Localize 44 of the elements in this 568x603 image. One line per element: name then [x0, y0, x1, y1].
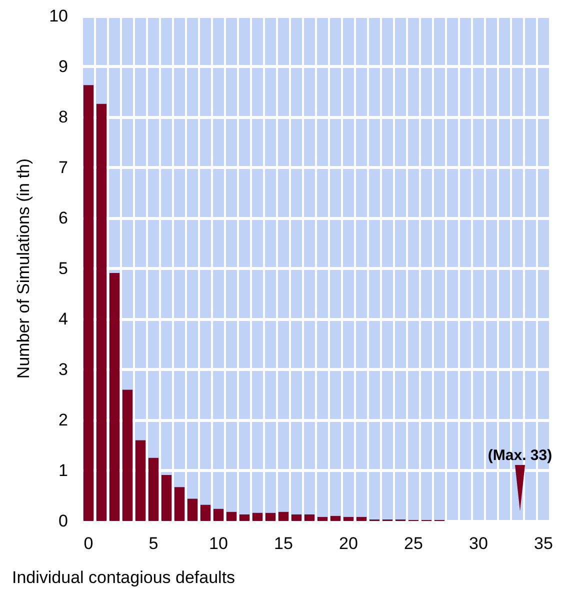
- annotation: (Max. 33): [488, 447, 552, 464]
- x-tick-label: 35: [534, 534, 553, 553]
- bar: [174, 487, 185, 521]
- bar: [291, 514, 302, 521]
- bar: [343, 516, 354, 521]
- bar: [148, 458, 159, 521]
- bar: [161, 475, 172, 521]
- y-axis-title: Number of Simulations (in th): [14, 158, 33, 379]
- y-tick-label: 1: [58, 461, 68, 480]
- x-tick-label: 30: [469, 534, 488, 553]
- y-tick-label: 0: [58, 512, 68, 530]
- y-tick-label: 2: [58, 410, 68, 430]
- y-tick-label: 4: [58, 310, 68, 328]
- y-tick-label: 3: [58, 360, 68, 379]
- x-tick-label: 0: [84, 534, 94, 553]
- x-tick-label: 15: [274, 534, 293, 553]
- x-tick-label: 10: [209, 534, 228, 553]
- y-tick-label: 9: [58, 57, 68, 76]
- bar: [135, 440, 146, 521]
- x-tick-label: 20: [339, 534, 358, 553]
- bar: [96, 104, 107, 521]
- y-tick-label: 6: [58, 208, 68, 228]
- bar: [265, 512, 276, 521]
- y-tick-label: 7: [58, 158, 68, 177]
- bar: [278, 512, 289, 521]
- bar: [109, 273, 120, 521]
- x-tick-label: 5: [148, 534, 158, 553]
- bar: [213, 508, 224, 521]
- y-tick-label: 10: [49, 6, 68, 26]
- y-tick-label: 5: [58, 259, 68, 278]
- bar: [252, 512, 263, 521]
- bar: [226, 512, 237, 521]
- bar: [200, 504, 211, 521]
- bar: [239, 514, 250, 521]
- bar: [356, 516, 367, 521]
- bar: [122, 390, 133, 521]
- bar: [83, 85, 94, 521]
- bar: [330, 516, 341, 521]
- x-tick-label: 25: [404, 534, 423, 553]
- bar: [317, 516, 328, 521]
- y-tick-label: 8: [58, 108, 68, 126]
- bar: [187, 498, 198, 521]
- x-axis-title: Individual contagious defaults: [12, 568, 236, 587]
- bar: [304, 514, 315, 521]
